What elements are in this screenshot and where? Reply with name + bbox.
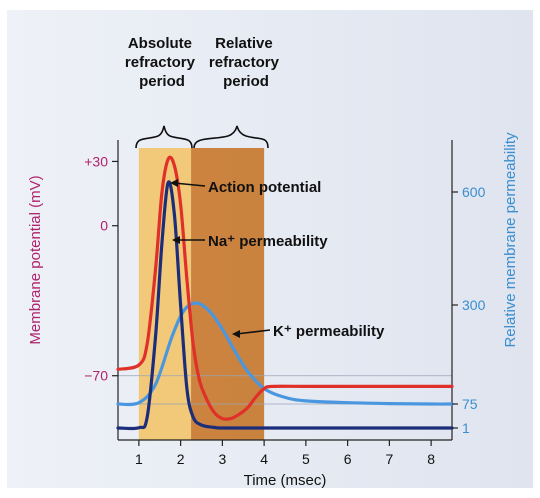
x-tick-label: 6: [344, 451, 352, 467]
relative-period-label: Relative refractory period: [209, 35, 283, 90]
action-potential-pointer: [173, 182, 206, 187]
k-permeability-arrowhead: [232, 330, 240, 338]
action-potential-label: Action potential: [208, 179, 321, 196]
left-tick-label: −70: [84, 368, 108, 384]
figure-background: [7, 10, 533, 488]
na-permeability-line: [116, 180, 454, 431]
x-tick-label: 8: [427, 451, 435, 467]
na-permeability-arrowhead: [172, 236, 180, 244]
right-tick-label: 600: [462, 184, 486, 200]
relative-period-bracket: [193, 125, 269, 149]
x-axis-title: Time (msec): [244, 472, 327, 489]
x-tick-label: 1: [135, 451, 143, 467]
k-permeability-label: K⁺ permeability: [273, 323, 385, 340]
right-axis-title: Relative membrane permeability: [502, 132, 519, 348]
k-permeability-line: [116, 301, 454, 407]
absolute-period-bracket: [135, 125, 193, 149]
x-tick-label: 3: [218, 451, 226, 467]
x-tick-label: 4: [260, 451, 268, 467]
x-tick-label: 5: [302, 451, 310, 467]
action-potential-arrowhead: [170, 179, 178, 187]
absolute-period-label: Absolute refractory period: [125, 35, 199, 90]
ticks-layer: 1 2 3 4 5 6 7 8 +30 0 −70 600 300 75 1: [84, 153, 485, 467]
left-axis-title: Membrane potential (mV): [27, 175, 44, 344]
x-tick-label: 2: [177, 451, 185, 467]
right-tick-label: 75: [462, 396, 478, 412]
left-tick-label: 0: [100, 218, 108, 234]
left-tick-label: +30: [84, 153, 108, 169]
x-tick-label: 7: [385, 451, 393, 467]
right-tick-label: 300: [462, 297, 486, 313]
right-tick-label: 1: [462, 420, 470, 436]
k-permeability-pointer: [235, 329, 271, 335]
action-potential-line: [116, 155, 454, 421]
na-permeability-label: Na⁺ permeability: [208, 233, 328, 250]
series-layer: [116, 155, 454, 431]
